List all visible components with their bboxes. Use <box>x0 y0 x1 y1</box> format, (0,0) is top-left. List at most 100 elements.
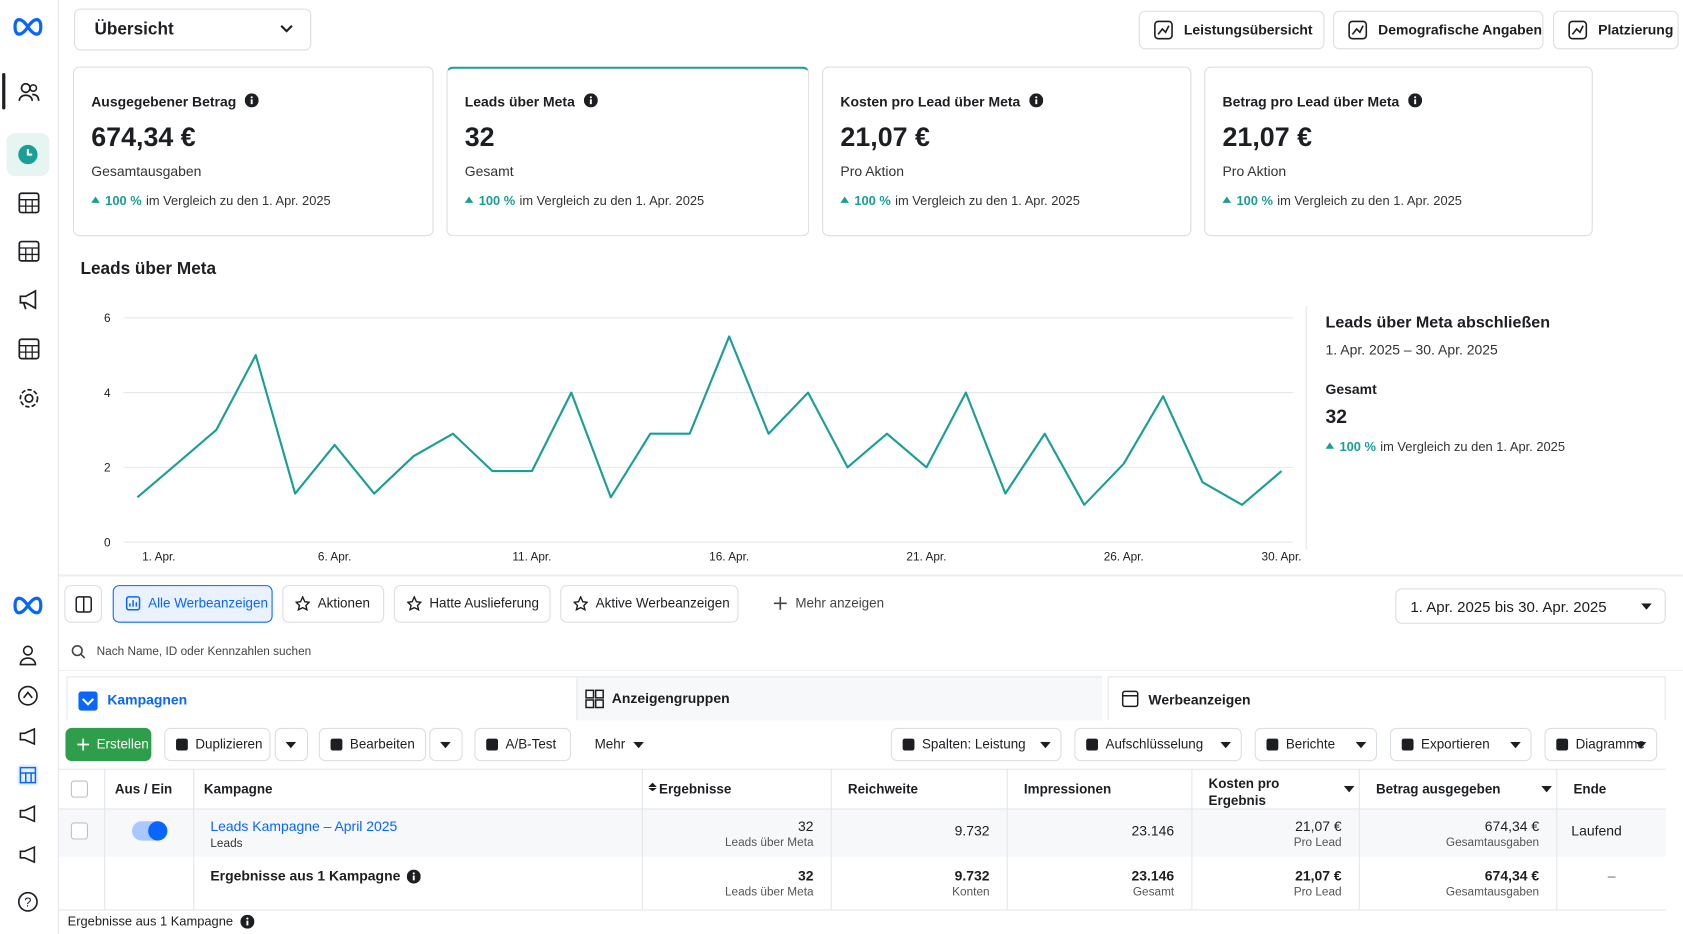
column-header: Betrag ausgegeben <box>1375 781 1501 797</box>
column-header: Kampagne <box>203 781 273 797</box>
sidebar-bottom <box>0 575 60 934</box>
y-tick-label: 6 <box>104 311 111 325</box>
card-change: 100 % <box>478 193 516 209</box>
caret <box>1220 741 1232 749</box>
column-header: Reichweite <box>847 781 919 797</box>
card-title: Betrag pro Lead über Meta <box>1222 93 1400 110</box>
y-tick-label: 4 <box>104 386 111 400</box>
column-header: Kosten pro Ergebnis <box>1208 776 1280 809</box>
card-compare: im Vergleich zu den 1. Apr. 2025 <box>895 193 1080 209</box>
action-label: Aufschlüsselung <box>1105 736 1204 752</box>
table-header-bg <box>59 768 1666 810</box>
chevron <box>280 25 293 33</box>
table-row <box>59 809 1666 857</box>
filter-icon <box>406 595 422 611</box>
toggle-knob <box>148 821 168 841</box>
summary-title: Leads über Meta abschließen <box>1325 313 1551 332</box>
action-label: Berichte <box>1285 736 1336 752</box>
column-header: Aus / Ein <box>114 781 173 797</box>
cell-value: 21,07 € <box>1295 818 1342 835</box>
filter-label: Mehr anzeigen <box>795 595 885 611</box>
card-subtitle: Pro Aktion <box>840 163 905 180</box>
action-icon <box>486 738 499 751</box>
action-label: Erstellen <box>96 736 149 752</box>
action-button[interactable] <box>584 727 655 762</box>
card-value: 32 <box>464 122 495 153</box>
checkbox[interactable] <box>70 822 89 840</box>
info-icon <box>1408 93 1423 108</box>
action-icon <box>1556 738 1569 751</box>
level-icon <box>1121 690 1139 708</box>
section-divider <box>59 574 1683 577</box>
button-label: Leistungsübersicht <box>1183 21 1313 38</box>
card-value: 21,07 € <box>840 122 930 153</box>
filter-button[interactable] <box>560 585 739 623</box>
nav-icon: ? <box>17 891 38 912</box>
card-compare: im Vergleich zu den 1. Apr. 2025 <box>519 193 705 209</box>
meta-logo <box>13 596 43 615</box>
action-icon <box>330 738 343 751</box>
card-value: 21,07 € <box>1222 122 1313 153</box>
up-arrow <box>464 196 474 203</box>
cell-sub: Leads <box>210 837 243 851</box>
column-divider <box>1191 768 1193 911</box>
header-button[interactable] <box>1553 10 1679 50</box>
level-tab-active[interactable] <box>66 676 578 721</box>
summary-change: 100 % <box>1339 439 1377 455</box>
dropdown-label: Übersicht <box>94 20 174 39</box>
info-icon <box>583 93 598 108</box>
action-label: Duplizieren <box>195 736 263 752</box>
filter-icon <box>125 596 141 611</box>
cell-value: 674,34 € <box>1484 818 1540 835</box>
card-change: 100 % <box>105 193 142 209</box>
column-divider <box>1556 768 1558 911</box>
caret <box>1541 785 1552 793</box>
level-label: Kampagnen <box>107 691 188 708</box>
cell-value: 32 <box>798 867 814 884</box>
filter-label: Hatte Auslieferung <box>429 595 539 611</box>
action-label: A/B-Test <box>505 736 557 752</box>
cell-sub: Leads über Meta <box>724 836 814 850</box>
level-tab[interactable] <box>1107 676 1666 721</box>
column-divider <box>641 768 643 911</box>
cell-sub: Pro Lead <box>1293 885 1342 899</box>
header-button[interactable] <box>1333 10 1544 50</box>
level-icon <box>585 689 604 709</box>
cell-value: 9.732 <box>954 822 990 839</box>
nav-icon <box>19 845 36 864</box>
caret <box>440 741 451 749</box>
column-divider <box>830 768 832 911</box>
filter-button[interactable] <box>282 585 385 623</box>
action-icon <box>77 738 90 751</box>
summary-value: 32 <box>1325 405 1348 428</box>
date-dropdown[interactable] <box>1395 588 1666 624</box>
x-tick-label: 30. Apr. <box>1262 549 1302 563</box>
up-arrow <box>91 196 100 203</box>
y-tick-label: 2 <box>104 461 111 475</box>
overview-dropdown[interactable] <box>74 8 312 51</box>
action-button[interactable] <box>890 727 1062 762</box>
header-button[interactable] <box>1138 10 1325 50</box>
x-tick-label: 6. Apr. <box>318 549 351 563</box>
action-label: Bearbeiten <box>349 736 415 752</box>
search-input: Nach Name, ID oder Kennzahlen suchen <box>96 645 312 659</box>
cell-sub: Gesamtausgaben <box>1445 885 1540 899</box>
filter-label: Alle Werbeanzeigen <box>148 595 268 611</box>
info-icon <box>1029 93 1044 108</box>
sidebar-top <box>0 0 60 576</box>
card-subtitle: Gesamt <box>464 163 514 180</box>
checkbox[interactable] <box>70 780 89 798</box>
button-label: Platzierung <box>1598 21 1674 38</box>
level-icon <box>78 691 98 711</box>
action-button[interactable] <box>1074 727 1242 762</box>
campaign-link[interactable]: Leads Kampagne – April 2025 <box>210 818 398 835</box>
card-title: Leads über Meta <box>464 93 575 110</box>
action-label: Spalten: Leistung <box>921 736 1026 752</box>
level-tab[interactable] <box>577 676 1103 721</box>
summary-compare: im Vergleich zu den 1. Apr. 2025 <box>1380 439 1566 455</box>
x-tick-label: 11. Apr. <box>512 549 551 563</box>
svg-text:?: ? <box>24 895 31 910</box>
card-change: 100 % <box>854 193 891 209</box>
action-icon <box>176 738 188 751</box>
cell-value: 23.146 <box>1131 867 1175 884</box>
